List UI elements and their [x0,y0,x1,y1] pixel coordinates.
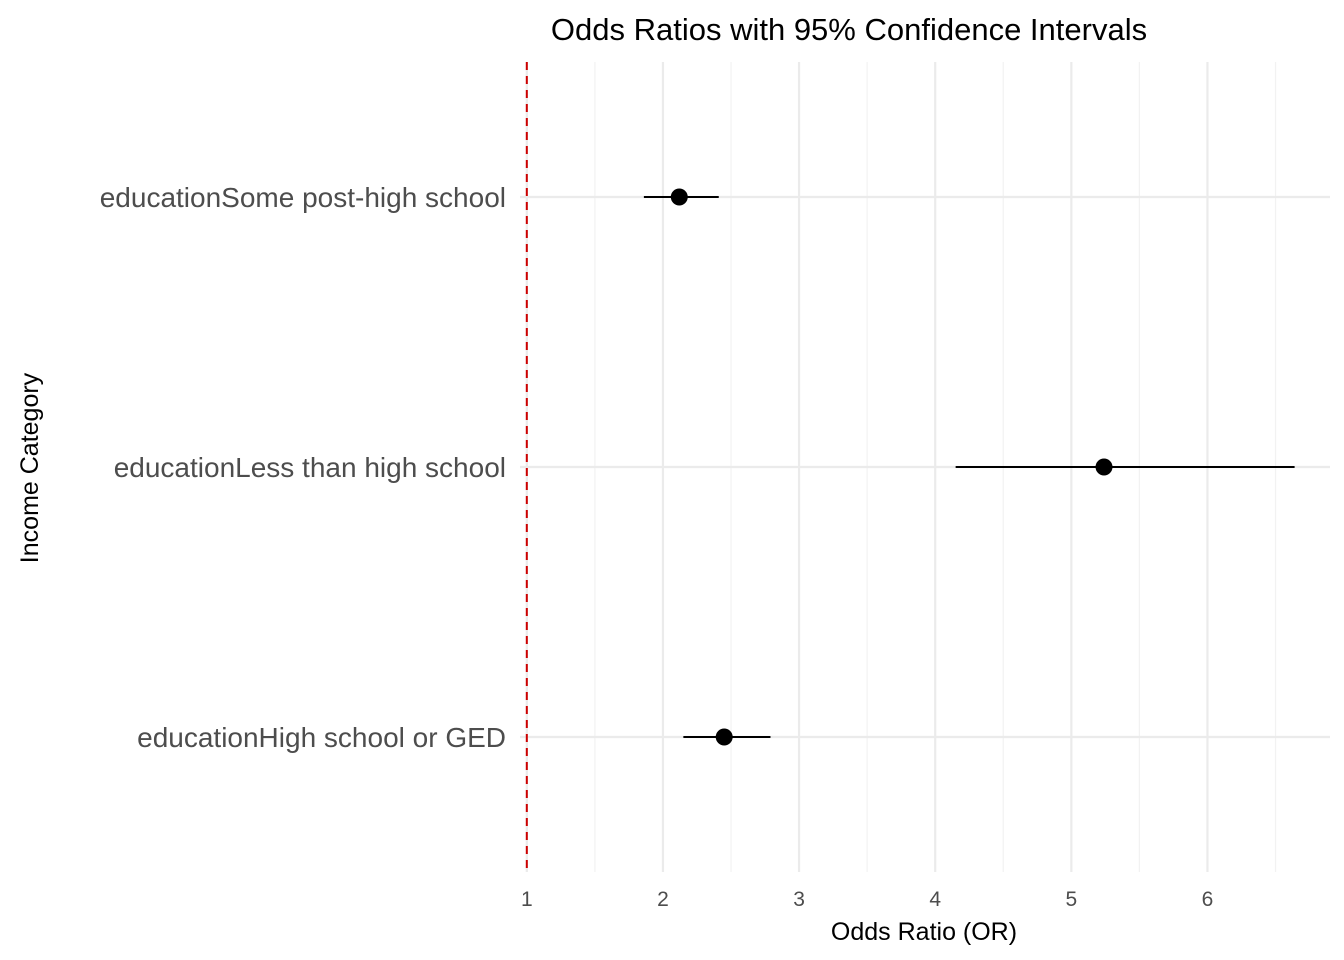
x-tick-label: 5 [1066,888,1078,911]
chart-title: Odds Ratios with 95% Confidence Interval… [551,12,1147,47]
category-label: educationSome post-high school [100,182,506,213]
category-labels: educationHigh school or GED educationLess… [100,182,506,753]
y-axis-title: Income Category [16,372,44,563]
x-tick-label: 3 [793,888,805,911]
x-tick-label: 2 [657,888,669,911]
odds-ratio-point [670,188,688,206]
category-label: educationHigh school or GED [137,722,506,753]
odds-ratio-point [715,728,733,746]
category-label: educationLess than high school [114,452,506,483]
x-tick-label: 6 [1202,888,1214,911]
data-marks [643,188,1295,746]
x-tick-labels: 1 2 3 4 5 6 [521,888,1213,911]
x-tick-label: 1 [521,888,533,911]
x-tick-label: 4 [929,888,941,911]
odds-ratio-point [1095,458,1113,476]
x-axis-title: Odds Ratio (OR) [831,918,1017,946]
